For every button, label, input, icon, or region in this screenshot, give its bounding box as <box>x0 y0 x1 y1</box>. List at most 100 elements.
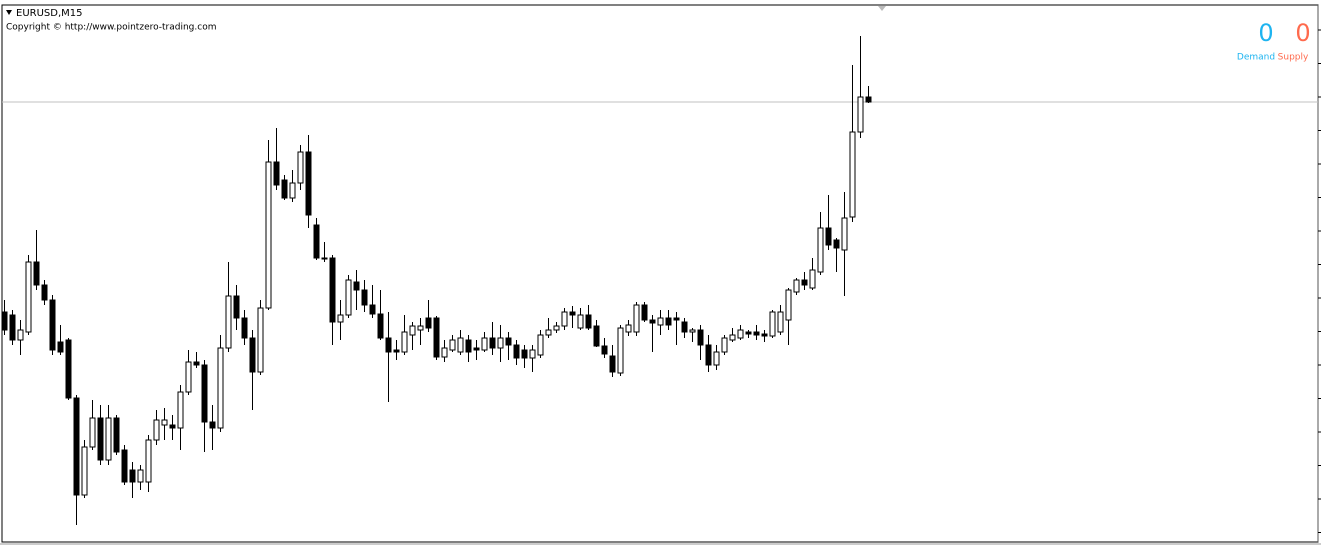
candle-body <box>257 307 264 373</box>
candle-body <box>161 419 168 426</box>
candle-body <box>489 337 496 349</box>
candle-body <box>129 469 136 483</box>
candle-body <box>1 311 8 331</box>
candle-body <box>369 304 376 315</box>
candle-body <box>289 182 296 199</box>
candle-body <box>201 364 208 423</box>
candles <box>1 29 1321 533</box>
candle-body <box>281 179 288 199</box>
candle-body <box>553 325 560 331</box>
candle-body <box>329 257 336 323</box>
candle-body <box>185 361 192 393</box>
candle-body <box>41 284 48 301</box>
candle-body <box>81 446 88 496</box>
candle-body <box>209 421 216 429</box>
indicator-label: Demand <box>1237 53 1275 63</box>
candle-body <box>177 391 184 429</box>
candle-body <box>313 224 320 259</box>
candle-body <box>49 299 56 351</box>
candle-body <box>577 314 584 329</box>
candle-body <box>17 329 24 341</box>
candle-body <box>737 329 744 339</box>
candle-body <box>641 304 648 321</box>
candle-body <box>481 337 488 351</box>
candle-body <box>561 311 568 327</box>
candle-body <box>249 337 256 373</box>
candle-body <box>97 417 104 461</box>
candle-body <box>385 337 392 353</box>
candle-body <box>457 337 464 353</box>
candle-body <box>857 96 864 133</box>
candle-body <box>537 334 544 356</box>
candle-body <box>137 469 144 483</box>
candle-body <box>297 151 304 184</box>
chart-subtitle: Copyright © http://www.pointzero-trading… <box>6 23 216 33</box>
candle-body <box>121 449 128 483</box>
candle-body <box>745 331 752 335</box>
candle-body <box>513 344 520 359</box>
candle-body <box>169 424 176 429</box>
candle-body <box>617 327 624 374</box>
candle-body <box>593 325 600 347</box>
candle-body <box>265 161 272 309</box>
candle-body <box>425 317 432 329</box>
candle-body <box>361 289 368 306</box>
candle-body <box>689 329 696 333</box>
candle-body <box>225 295 232 349</box>
plot-frame <box>1 4 1319 543</box>
candle-body <box>401 331 408 353</box>
chart-title: EURUSD,M15 <box>16 8 82 19</box>
candle-body <box>713 351 720 366</box>
candle-body <box>449 339 456 351</box>
indicator-panel: 0 Demand 0 Supply <box>1237 19 1311 63</box>
candle-body <box>353 281 360 291</box>
candle-body <box>321 257 328 260</box>
candle-body <box>585 314 592 329</box>
candle-body <box>9 314 16 341</box>
candle-body <box>441 347 448 358</box>
candle-body <box>497 337 504 349</box>
candle-body <box>649 319 656 324</box>
candle-body <box>681 321 688 333</box>
candle-body <box>697 329 704 346</box>
candle-body <box>65 339 72 399</box>
candle-body <box>785 289 792 321</box>
candle-body <box>33 261 40 286</box>
candle-body <box>865 96 872 103</box>
candle-body <box>345 279 352 316</box>
candle-body <box>529 349 536 359</box>
candle-body <box>721 337 728 353</box>
candle-body <box>625 324 632 333</box>
candle-body <box>73 397 80 496</box>
candle-body <box>433 317 440 358</box>
indicator-label: Supply <box>1278 53 1309 63</box>
candle-body <box>729 334 736 341</box>
candle-body <box>793 279 800 293</box>
shift-marker <box>878 6 886 11</box>
candle-body <box>569 311 576 316</box>
candle-body <box>153 419 160 441</box>
candle-body <box>473 347 480 351</box>
candle-body <box>849 131 856 218</box>
candle-body <box>753 331 760 336</box>
candle-body <box>817 227 824 273</box>
candle-body <box>105 417 112 461</box>
candle-body <box>305 151 312 216</box>
candle-body <box>673 317 680 321</box>
candle-body <box>241 317 248 339</box>
candle-body <box>657 317 664 326</box>
candle-body <box>777 311 784 333</box>
candle-body <box>89 417 96 448</box>
candle-body <box>841 217 848 251</box>
candle-body <box>193 361 200 366</box>
candle-body <box>825 227 832 246</box>
candle-body <box>505 337 512 346</box>
candle-body <box>545 329 552 336</box>
candle-body <box>769 311 776 337</box>
candle-body <box>233 295 240 319</box>
candle-body <box>601 345 608 355</box>
candle-body <box>809 269 816 289</box>
candle-body <box>705 344 712 366</box>
candle-body <box>393 349 400 353</box>
